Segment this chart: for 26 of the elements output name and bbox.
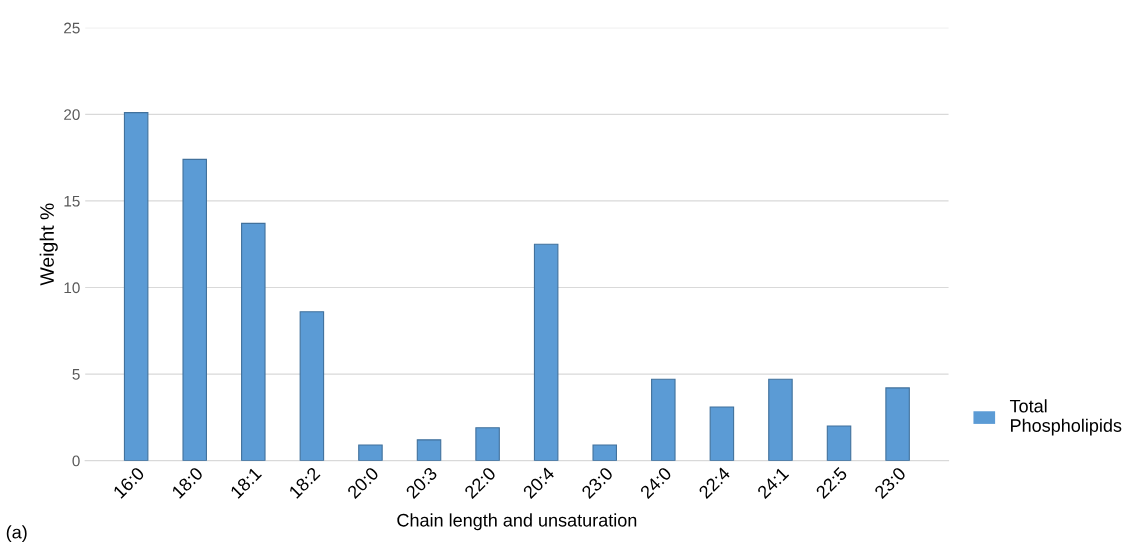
y-tick-label: 10 [64, 282, 80, 294]
y-axis-title: Weight % [39, 203, 58, 286]
bar [299, 311, 325, 461]
bar [358, 444, 383, 461]
legend-label: Total Phospholipids [1009, 399, 1122, 436]
bar [123, 112, 149, 461]
y-tick-label: 25 [64, 22, 80, 34]
bar [651, 378, 676, 461]
bar [826, 425, 852, 461]
bar [241, 222, 266, 461]
bar [885, 387, 910, 461]
bar [182, 158, 208, 461]
x-tick-label: 18:1 [229, 466, 263, 499]
y-tick-label: 0 [72, 455, 80, 467]
bar [768, 378, 793, 461]
bar [475, 427, 500, 461]
text: (a) [6, 525, 27, 543]
x-axis-title: Chain length and unsaturation [397, 513, 637, 531]
bar [533, 243, 559, 461]
bar [709, 406, 735, 461]
bar [416, 439, 442, 461]
x-tick-label: 24:1 [756, 466, 790, 499]
y-tick-label: 5 [72, 369, 80, 380]
y-tick-label: 15 [64, 195, 80, 207]
y-tick-label: 20 [64, 109, 80, 121]
bar [592, 444, 618, 461]
